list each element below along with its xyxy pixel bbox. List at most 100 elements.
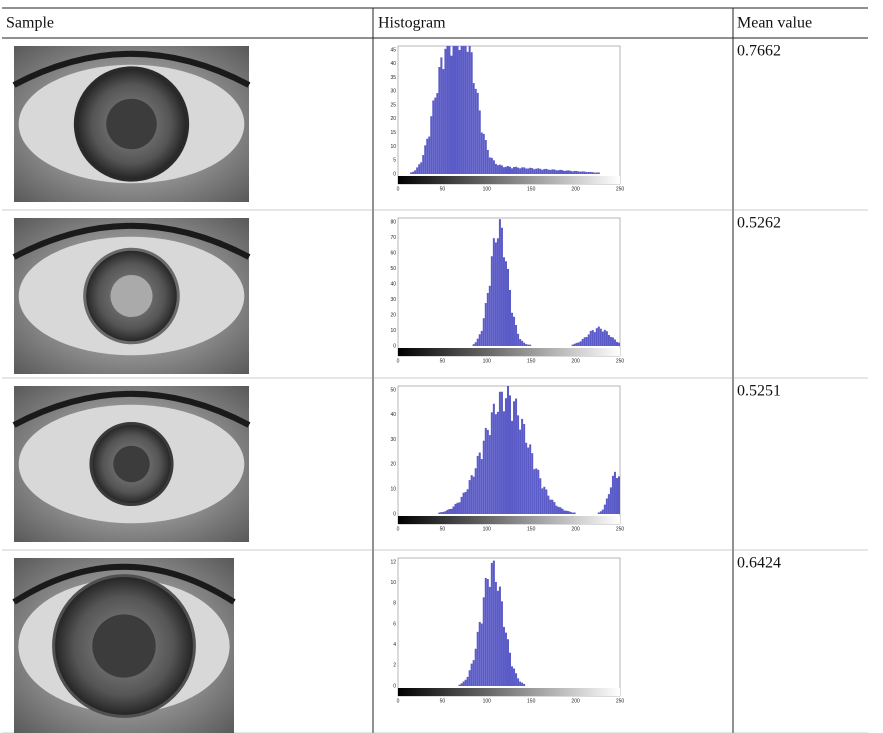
histogram-bar (485, 428, 487, 514)
histogram-y-tick: 2 (393, 663, 396, 669)
histogram-bar (491, 412, 493, 514)
histogram-y-tick: 20 (390, 312, 396, 318)
histogram-bar (598, 327, 600, 346)
histogram-bar (566, 171, 568, 174)
histogram-bar (525, 443, 527, 514)
histogram-bar (517, 678, 519, 686)
histogram-bar (505, 167, 507, 174)
histogram-x-tick: 0 (397, 186, 400, 192)
histogram-bar (459, 502, 461, 514)
histogram-y-tick: 0 (393, 343, 396, 349)
histogram-x-tick: 100 (483, 186, 492, 192)
histogram-bar (616, 342, 618, 346)
histogram-bar (608, 494, 610, 514)
histogram-bar (568, 511, 570, 514)
histogram-y-tick: 10 (390, 144, 396, 150)
histogram-bar (420, 162, 422, 174)
histogram-bar (438, 67, 440, 174)
histogram-bar (555, 506, 557, 514)
histogram-bar (606, 331, 608, 346)
histogram-bar (600, 511, 602, 514)
histogram-bar (586, 337, 588, 346)
histogram-bar (513, 401, 515, 514)
histogram-x-tick: 150 (527, 186, 536, 192)
histogram-bar (503, 627, 505, 686)
histogram-x-tick: 200 (571, 698, 580, 704)
histogram-y-tick: 80 (390, 219, 396, 225)
histogram-bar (578, 171, 580, 174)
histogram-bar (616, 478, 618, 514)
histogram-bar (463, 493, 465, 514)
histogram-bar (582, 339, 584, 346)
histogram-bar (592, 172, 594, 174)
histogram-x-tick: 0 (397, 358, 400, 364)
histogram-bar (570, 512, 572, 514)
histogram-bar (471, 475, 473, 514)
histogram-bar (541, 488, 543, 514)
histogram-bar (481, 133, 483, 174)
histogram-y-tick: 0 (393, 171, 396, 177)
histogram-bar (497, 591, 499, 686)
header-cell: Mean value (737, 15, 812, 32)
histogram-bar (600, 329, 602, 346)
mean-value: 0.6424 (737, 555, 781, 572)
histogram-bar (612, 476, 614, 514)
histogram-bar (588, 172, 590, 174)
histogram-bar (491, 563, 493, 686)
histogram-bar (612, 337, 614, 346)
histogram-bar (523, 424, 525, 514)
histogram-bar (487, 150, 489, 174)
histogram-bar (505, 398, 507, 514)
histogram-bar (467, 677, 469, 686)
pupil (110, 275, 152, 317)
histogram-bar (614, 472, 616, 514)
histogram-bar (572, 171, 574, 174)
histogram-bar (426, 139, 428, 174)
histogram-bar (531, 453, 533, 514)
histogram-bar (523, 684, 525, 686)
histogram-bar (438, 513, 440, 514)
histogram-bar (590, 172, 592, 174)
histogram-bar (531, 168, 533, 174)
histogram-bar (477, 632, 479, 686)
histogram-bar (511, 421, 513, 514)
histogram-bar (515, 167, 517, 174)
histogram-y-tick: 5 (393, 158, 396, 164)
histogram-bar (424, 145, 426, 174)
histogram-x-tick: 50 (440, 186, 446, 192)
histogram-bar (596, 328, 598, 346)
histogram-bar (539, 478, 541, 514)
histogram-bar (457, 503, 459, 514)
histogram-bar (578, 342, 580, 346)
histogram-bar (557, 170, 559, 174)
colorbar (398, 516, 620, 524)
histogram-y-tick: 70 (390, 235, 396, 241)
histogram-bar (529, 345, 531, 346)
histogram-bar (519, 168, 521, 174)
histogram-bar (513, 317, 515, 346)
histogram-bar (457, 46, 459, 174)
histogram-bar (608, 335, 610, 346)
histogram-bar (618, 343, 620, 346)
histogram-bar (434, 98, 436, 174)
histogram-x-tick: 100 (483, 526, 492, 532)
histogram-bar (412, 172, 414, 174)
histogram-bar (465, 492, 467, 514)
histogram-bar (570, 171, 572, 174)
mean-value: 0.5262 (737, 215, 781, 232)
histogram-x-tick: 50 (440, 526, 446, 532)
colorbar (398, 176, 620, 184)
histogram-bar (511, 666, 513, 686)
histogram-bar (446, 46, 448, 174)
histogram-bar (533, 469, 535, 514)
histogram-bar (545, 169, 547, 174)
histogram-bar (576, 343, 578, 346)
histogram-bar (598, 172, 600, 174)
histogram-bar (483, 318, 485, 346)
histogram-bar (515, 673, 517, 686)
histogram-bar (580, 341, 582, 346)
histogram-bar (479, 453, 481, 514)
histogram-bar (610, 487, 612, 514)
histogram-bar (614, 339, 616, 346)
histogram-bar (566, 511, 568, 514)
